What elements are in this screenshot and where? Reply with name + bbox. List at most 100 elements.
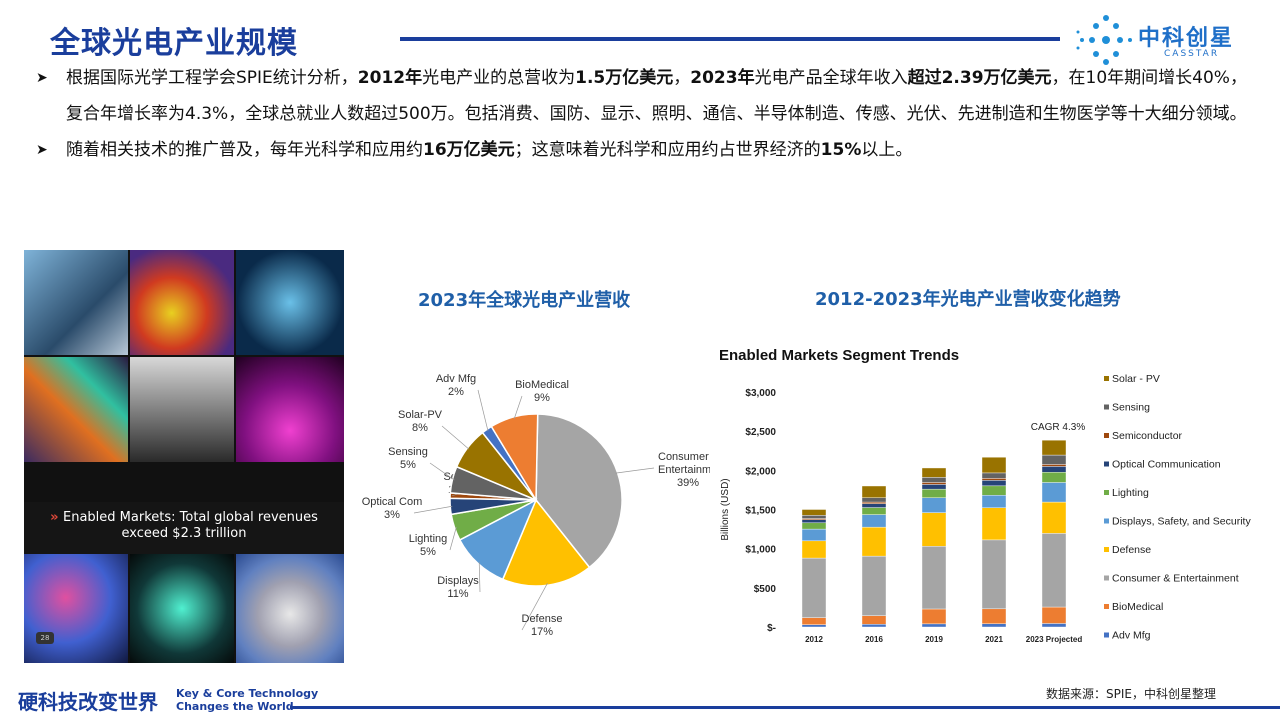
legend-label: Sensing — [1112, 402, 1150, 414]
page-title: 全球光电产业规模 — [50, 26, 298, 61]
slice-label: Adv Mfg — [436, 373, 476, 385]
slice-value: 9% — [534, 392, 550, 404]
y-tick-label: $2,000 — [745, 466, 776, 477]
x-tick-label: 2019 — [925, 635, 943, 644]
leader-line — [478, 561, 481, 593]
legend-swatch — [1104, 404, 1109, 410]
arrow-icon: ➤ — [36, 70, 48, 86]
bullet-segment: ；这意味着光科学和应用约占世界经济的 — [514, 140, 821, 160]
bar-segment — [921, 497, 947, 513]
legend-swatch — [1104, 518, 1109, 524]
bar-segment — [801, 515, 827, 519]
pie-chart-title: 2023年全球光电产业营收 — [418, 290, 631, 311]
bullet-list: ➤ 根据国际光学工程学会SPIE统计分析，2012年光电产业的总营收为1.5万亿… — [36, 60, 1256, 168]
legend-swatch — [1104, 547, 1109, 552]
slice-label: Defense — [522, 613, 563, 625]
bullet-segment: 以上。 — [861, 140, 913, 160]
pie-slice — [490, 413, 539, 503]
bar-segment — [921, 488, 947, 498]
footer-slogan-en: Key & Core Technology Changes the World — [176, 687, 318, 713]
bar-segment — [1041, 533, 1067, 608]
photo-collage: » Enabled Markets: Total global revenues… — [24, 250, 344, 663]
arrow-icon: ➤ — [36, 142, 48, 158]
bar-segment — [861, 485, 887, 498]
legend-label: Optical Communication — [1112, 459, 1221, 471]
slice-value: 2% — [448, 386, 464, 398]
bar-segment — [1041, 482, 1067, 503]
bar-segment — [1041, 472, 1067, 483]
y-axis-label: Billions (USD) — [720, 478, 731, 540]
x-tick-label: 2012 — [805, 635, 823, 644]
photo-tile — [130, 357, 234, 462]
y-tick-label: $1,500 — [745, 506, 776, 517]
leader-line — [521, 583, 548, 631]
y-tick-label: $3,000 — [745, 388, 776, 399]
bullet-text: 随着相关技术的推广普及，每年光科学和应用约16万亿美元；这意味着光科学和应用约占… — [66, 140, 912, 160]
bar-segment — [801, 557, 827, 618]
bar-segment — [1041, 464, 1067, 467]
logo: 中科创星 CASSTAR — [1072, 12, 1262, 68]
x-tick-label: 2023 Projected — [1026, 635, 1083, 644]
footer-en-line: Changes the World — [176, 700, 294, 713]
bar-segment — [1041, 623, 1067, 628]
bar-segment — [861, 507, 887, 515]
bar-segment — [921, 546, 947, 610]
bullet-text: 根据国际光学工程学会SPIE统计分析，2012年光电产业的总营收为1.5万亿美元… — [66, 68, 1247, 124]
x-tick-label: 2016 — [865, 635, 883, 644]
bar-segment — [861, 503, 887, 508]
bullet-item: ➤ 随着相关技术的推广普及，每年光科学和应用约16万亿美元；这意味着光科学和应用… — [36, 132, 1256, 168]
bar-segment — [861, 514, 887, 528]
bar-segment — [981, 478, 1007, 481]
footer-en-line: Key & Core Technology — [176, 687, 319, 700]
bar-segment — [981, 623, 1007, 628]
source-note: 数据来源：SPIE，中科创星整理 — [1046, 687, 1216, 701]
legend-label: Lighting — [1112, 487, 1149, 499]
bar-segment — [801, 528, 827, 542]
slice-value: 3% — [384, 509, 400, 521]
footer-divider — [290, 706, 1280, 709]
caption-line: exceed $2.3 trillion — [121, 526, 247, 541]
leader-line — [441, 425, 470, 450]
leader-line — [429, 462, 455, 481]
bar-segment — [981, 472, 1007, 479]
y-tick-label: $1,000 — [745, 545, 776, 556]
bar-segment — [981, 457, 1007, 474]
photo-tile — [24, 554, 128, 663]
slice-label: Displays — [437, 575, 479, 587]
legend-swatch — [1104, 575, 1109, 581]
leader-line — [449, 526, 457, 551]
star-icon — [1076, 15, 1132, 65]
bar-segment — [861, 497, 887, 503]
bar-segment — [921, 467, 947, 478]
slice-label: Optical Com — [362, 496, 423, 508]
pie-slice — [501, 498, 591, 587]
bullet-highlight: 2023年 — [690, 68, 755, 88]
leader-line — [477, 389, 489, 432]
bar-segment — [801, 522, 827, 530]
legend-label: Semiconductor — [1112, 430, 1183, 442]
bar-segment — [861, 555, 887, 616]
legend-label: BioMedical — [1112, 601, 1163, 613]
bullet-segment: 随着相关技术的推广普及，每年光科学和应用约 — [66, 140, 423, 160]
legend-swatch — [1104, 632, 1109, 638]
bar-segment — [981, 480, 1007, 487]
bar-segment — [921, 482, 947, 485]
bullet-highlight: 超过2.39万亿美元 — [907, 68, 1052, 88]
bar-chart: Enabled Markets Segment Trends $- $500 $1,0… — [719, 347, 1251, 644]
logo-subtext: CASSTAR — [1164, 49, 1220, 59]
photo-tile — [236, 250, 344, 355]
bar-segment — [921, 484, 947, 490]
bar-segment — [921, 512, 947, 547]
leader-line — [513, 395, 523, 419]
bar-segment — [861, 501, 887, 504]
caption-line: Enabled Markets: Total global revenues — [63, 510, 318, 525]
bar-segment — [801, 624, 827, 628]
bar-segment — [801, 540, 827, 559]
slice-value: 17% — [531, 626, 553, 638]
slice-label: Entertainment — [658, 464, 710, 476]
slice-label: Solar-PV — [398, 409, 443, 421]
bullet-highlight: 2012年 — [357, 68, 423, 88]
bar-segment — [981, 485, 1007, 496]
photo-tile — [24, 250, 128, 355]
bar-segment — [981, 495, 1007, 508]
